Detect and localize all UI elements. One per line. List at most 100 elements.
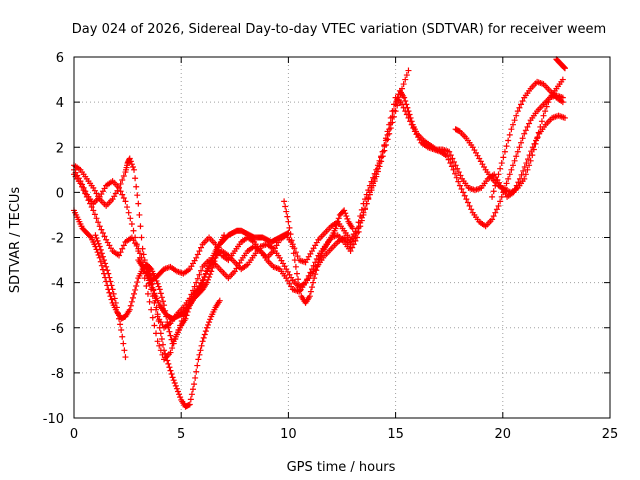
data-point bbox=[202, 328, 209, 335]
data-point bbox=[114, 310, 121, 317]
data-point bbox=[107, 293, 114, 300]
data-point bbox=[545, 99, 552, 106]
data-point bbox=[452, 170, 459, 177]
data-point bbox=[532, 140, 539, 147]
data-point bbox=[154, 311, 161, 318]
data-point bbox=[117, 188, 124, 195]
data-point bbox=[403, 111, 410, 118]
data-point bbox=[310, 279, 317, 286]
data-point bbox=[515, 179, 522, 186]
data-point bbox=[530, 146, 537, 153]
data-point bbox=[186, 401, 193, 408]
data-point bbox=[116, 184, 123, 191]
data-point bbox=[133, 283, 140, 290]
data-point bbox=[206, 273, 213, 280]
data-point bbox=[534, 135, 541, 142]
data-point bbox=[199, 338, 206, 345]
data-point bbox=[335, 215, 342, 222]
data-point bbox=[133, 241, 140, 248]
data-point bbox=[282, 203, 289, 210]
data-point bbox=[177, 394, 184, 401]
data-point bbox=[143, 283, 150, 290]
data-point bbox=[154, 280, 161, 287]
data-point bbox=[493, 206, 500, 213]
data-point bbox=[306, 293, 313, 300]
data-point bbox=[518, 101, 525, 108]
data-point bbox=[508, 166, 515, 173]
data-point bbox=[296, 281, 303, 288]
data-point bbox=[95, 240, 102, 247]
data-point bbox=[82, 188, 89, 195]
data-point bbox=[509, 162, 516, 169]
data-point bbox=[128, 298, 135, 305]
data-point bbox=[201, 331, 208, 338]
x-axis-label: GPS time / hours bbox=[287, 460, 396, 475]
data-point bbox=[332, 225, 339, 232]
data-point bbox=[135, 248, 142, 255]
x-tick-label: 5 bbox=[177, 427, 185, 442]
series-8 bbox=[281, 198, 356, 306]
data-point bbox=[452, 162, 459, 169]
data-point bbox=[402, 97, 409, 104]
data-point bbox=[315, 259, 322, 266]
series-9 bbox=[452, 76, 566, 196]
data-point bbox=[387, 114, 394, 121]
data-point bbox=[159, 351, 166, 358]
data-point bbox=[461, 192, 468, 199]
data-point bbox=[187, 396, 194, 403]
data-point bbox=[169, 374, 176, 381]
data-point bbox=[333, 222, 340, 229]
data-point bbox=[524, 123, 531, 130]
data-point bbox=[214, 248, 221, 255]
data-point bbox=[468, 206, 475, 213]
data-point bbox=[196, 351, 203, 358]
data-point bbox=[194, 362, 201, 369]
data-point bbox=[447, 160, 454, 167]
data-point bbox=[119, 333, 126, 340]
data-point bbox=[207, 271, 214, 278]
data-point bbox=[489, 216, 496, 223]
data-point bbox=[119, 191, 126, 198]
data-point bbox=[447, 152, 454, 159]
data-point bbox=[198, 244, 205, 251]
data-point bbox=[137, 223, 144, 230]
data-point bbox=[156, 342, 163, 349]
data-point bbox=[373, 173, 380, 180]
data-point bbox=[313, 267, 320, 274]
data-point bbox=[288, 237, 295, 244]
data-point bbox=[408, 121, 415, 128]
y-tick-label: 0 bbox=[56, 186, 64, 201]
data-point bbox=[193, 254, 200, 261]
data-point bbox=[193, 368, 200, 375]
data-point bbox=[146, 298, 153, 305]
data-point bbox=[290, 250, 297, 257]
data-point bbox=[370, 182, 377, 189]
data-point bbox=[399, 85, 406, 92]
data-point bbox=[506, 131, 513, 138]
data-point bbox=[513, 153, 520, 160]
data-point bbox=[159, 341, 166, 348]
data-point bbox=[99, 253, 106, 260]
data-point bbox=[99, 229, 106, 236]
data-point bbox=[498, 193, 505, 200]
data-point bbox=[526, 120, 533, 127]
data-point bbox=[130, 227, 137, 234]
data-point bbox=[407, 118, 414, 125]
data-point bbox=[92, 232, 99, 239]
data-point bbox=[94, 249, 101, 256]
y-axis-label: SDTVAR / TECUs bbox=[8, 187, 23, 294]
data-point bbox=[165, 324, 172, 331]
data-point bbox=[155, 317, 162, 324]
data-point bbox=[131, 290, 138, 297]
data-point bbox=[171, 380, 178, 387]
data-point bbox=[511, 157, 518, 164]
data-point bbox=[511, 117, 518, 124]
data-point bbox=[444, 153, 451, 160]
data-point bbox=[90, 207, 97, 214]
data-point bbox=[140, 251, 147, 258]
data-point bbox=[118, 327, 125, 334]
data-point bbox=[125, 209, 132, 216]
data-point bbox=[148, 306, 155, 313]
data-point bbox=[88, 204, 95, 211]
data-point bbox=[129, 294, 136, 301]
